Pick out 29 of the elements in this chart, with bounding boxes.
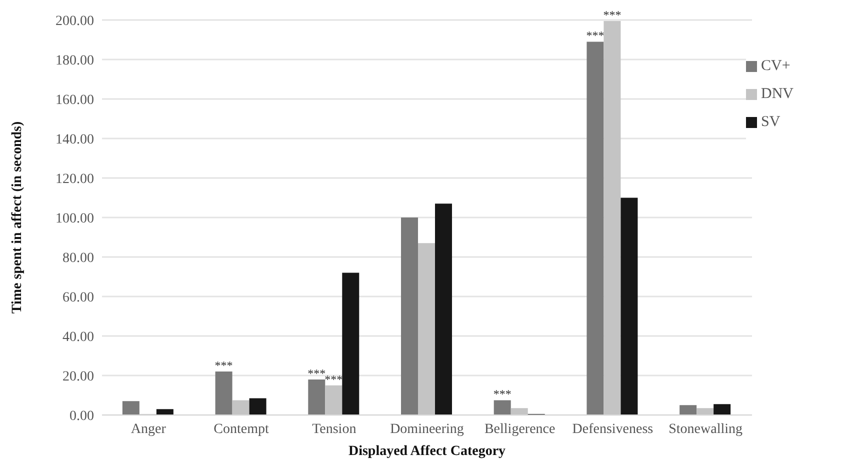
legend-label: CV+: [761, 58, 790, 74]
data-label: ***: [586, 28, 604, 43]
y-tick-label: 140.00: [56, 132, 94, 148]
x-tick-label: Domineering: [390, 422, 464, 437]
y-axis-title: Time spent in affect (in seconds): [10, 121, 25, 314]
y-tick-label: 40.00: [62, 330, 94, 345]
legend-label: DNV: [761, 86, 794, 102]
y-tick-label: 60.00: [62, 290, 94, 306]
data-label: ***: [308, 366, 326, 380]
x-tick-label: Anger: [130, 422, 166, 437]
data-label: ***: [603, 8, 622, 22]
y-tick-label: 80.00: [62, 250, 94, 266]
data-label: ***: [214, 358, 233, 373]
y-tick-label: 180.00: [56, 53, 94, 68]
y-tick-label: 120.00: [56, 172, 94, 187]
data-label: ***: [324, 372, 343, 386]
x-tick-label: Contempt: [214, 422, 269, 437]
y-tick-label: 20.00: [62, 369, 94, 384]
y-tick-label: 200.00: [56, 14, 94, 29]
x-tick-label: Tension: [312, 422, 356, 437]
y-tick-label: 100.00: [56, 211, 94, 226]
y-tick-label: 160.00: [56, 92, 94, 108]
x-tick-label: Stonewalling: [668, 422, 743, 437]
x-axis-title: Displayed Affect Category: [348, 444, 506, 459]
x-tick-label: Defensiveness: [572, 422, 654, 437]
legend-label: SV: [761, 114, 780, 130]
data-label: ***: [493, 387, 512, 402]
x-tick-label: Belligerence: [484, 422, 556, 437]
y-tick-label: 0.00: [70, 408, 94, 424]
